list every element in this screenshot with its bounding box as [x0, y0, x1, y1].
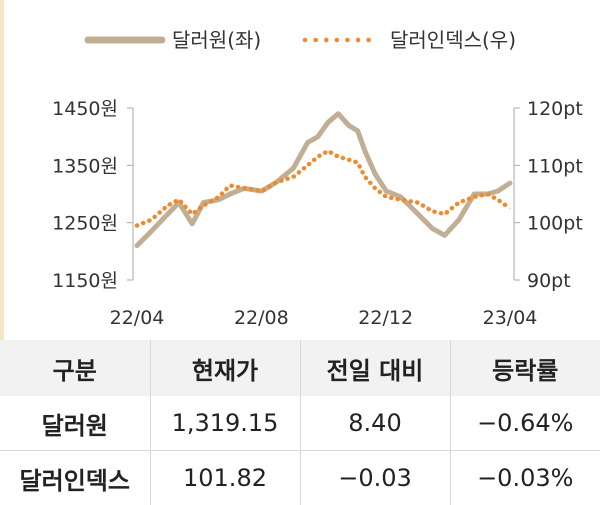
data-point-dxy — [432, 211, 433, 212]
x-tick-label: 22/08 — [234, 307, 289, 329]
data-point-krw — [375, 173, 376, 174]
data-point-krw — [293, 168, 294, 169]
data-point-dxy — [244, 188, 245, 189]
data-point-krw — [444, 235, 445, 236]
cell-change-rate: −0.64% — [450, 396, 600, 451]
left-tick-label: 1150원 — [52, 270, 118, 292]
data-point-krw — [167, 214, 168, 215]
data-point-dxy — [307, 165, 308, 166]
header-category: 구분 — [0, 340, 150, 396]
data-point-dxy — [178, 199, 179, 200]
data-point-dxy — [348, 159, 349, 160]
x-tick-label: 23/04 — [483, 307, 538, 329]
data-point-dxy — [293, 176, 294, 177]
data-point-dxy — [137, 225, 138, 226]
data-point-dxy — [497, 199, 498, 200]
data-point-krw — [338, 113, 339, 114]
left-tick-label: 1350원 — [52, 155, 118, 177]
data-point-krw — [400, 196, 401, 197]
data-point-dxy — [328, 151, 329, 152]
data-point-dxy — [203, 205, 204, 206]
data-point-krw — [418, 214, 419, 215]
legend-label-dxy: 달러인덱스(우) — [390, 28, 516, 52]
data-point-dxy — [474, 196, 475, 197]
header-current-price: 현재가 — [150, 340, 300, 396]
fx-summary-table: 구분 현재가 전일 대비 등락률 달러원 1,319.15 8.40 −0.64… — [0, 340, 600, 505]
left-tick-label: 1250원 — [52, 213, 118, 235]
right-tick-label: 120pt — [527, 98, 583, 120]
data-point-krw — [317, 136, 318, 137]
right-tick-label: 100pt — [527, 213, 583, 235]
data-point-krw — [432, 228, 433, 229]
data-point-dxy — [357, 162, 358, 163]
data-point-krw — [458, 219, 459, 220]
exchange-rate-chart: 달러원(좌) 달러인덱스(우) 1450원 1350원 1250원 1150원 120… — [0, 0, 600, 340]
data-point-dxy — [229, 185, 230, 186]
table-header-row: 구분 현재가 전일 대비 등락률 — [0, 340, 600, 396]
cell-current-price: 1,319.15 — [150, 396, 300, 451]
x-tick-label: 22/12 — [358, 307, 413, 329]
cell-current-price: 101.82 — [150, 451, 300, 505]
data-point-dxy — [375, 188, 376, 189]
cell-daily-change: −0.03 — [300, 451, 450, 505]
data-point-dxy — [261, 191, 262, 192]
right-tick-label: 90pt — [527, 270, 571, 292]
data-point-dxy — [400, 199, 401, 200]
data-point-krw — [137, 245, 138, 246]
legend-label-krw: 달러원(좌) — [172, 28, 261, 52]
data-point-dxy — [192, 214, 193, 215]
data-point-dxy — [151, 219, 152, 220]
data-point-dxy — [418, 202, 419, 203]
cell-daily-change: 8.40 — [300, 396, 450, 451]
header-change-rate: 등락률 — [450, 340, 600, 396]
x-tick-label: 22/04 — [110, 307, 165, 329]
data-point-krw — [151, 231, 152, 232]
data-point-krw — [364, 151, 365, 152]
data-point-krw — [386, 191, 387, 192]
data-point-krw — [357, 130, 358, 131]
data-point-dxy — [386, 196, 387, 197]
cell-change-rate: −0.03% — [450, 451, 600, 505]
data-point-krw — [348, 125, 349, 126]
data-point-dxy — [487, 194, 488, 195]
data-point-krw — [192, 223, 193, 224]
header-daily-change: 전일 대비 — [300, 340, 450, 396]
data-point-krw — [497, 191, 498, 192]
data-point-dxy — [167, 205, 168, 206]
series-layer — [137, 113, 511, 246]
series-line-krw — [137, 114, 510, 246]
row-label-dxy: 달러인덱스 — [0, 451, 150, 505]
data-point-dxy — [317, 156, 318, 157]
left-axis-ticks: 1450원 1350원 1250원 1150원 — [52, 98, 133, 292]
series-line-dxy — [137, 151, 510, 226]
x-axis-ticks: 22/04 22/08 22/12 23/04 — [110, 307, 538, 329]
data-point-krw — [307, 142, 308, 143]
row-label-krw: 달러원 — [0, 396, 150, 451]
right-tick-label: 110pt — [527, 155, 583, 177]
data-point-krw — [229, 194, 230, 195]
data-point-dxy — [275, 182, 276, 183]
table-row: 달러인덱스 101.82 −0.03 −0.03% — [0, 451, 600, 505]
data-point-krw — [328, 122, 329, 123]
data-point-krw — [510, 183, 511, 184]
left-tick-label: 1450원 — [52, 98, 118, 120]
data-point-dxy — [218, 196, 219, 197]
right-axis-ticks: 120pt 110pt 100pt 90pt — [514, 98, 583, 292]
data-point-dxy — [444, 214, 445, 215]
data-point-krw — [474, 194, 475, 195]
table-row: 달러원 1,319.15 8.40 −0.64% — [0, 396, 600, 451]
data-point-dxy — [510, 208, 511, 209]
data-point-dxy — [338, 156, 339, 157]
data-point-dxy — [458, 202, 459, 203]
data-point-dxy — [364, 176, 365, 177]
